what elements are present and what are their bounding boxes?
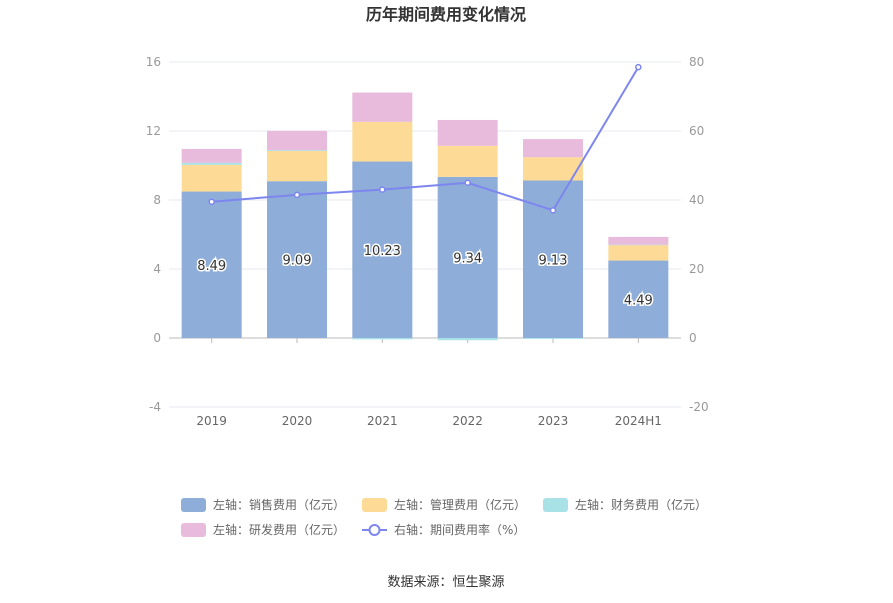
bar-segment [181, 164, 242, 192]
bar-value-label: 9.09 [283, 254, 312, 269]
x-tick-label: 2022 [452, 414, 483, 428]
bar-segment [352, 121, 413, 162]
data-labels: 8.49 9.09 10.23 9.34 9.13 4.49 [196, 242, 655, 310]
bar-value-label: 10.23 [364, 244, 401, 259]
y-left-tick-label: 12 [146, 124, 161, 138]
x-tick-label: 2020 [282, 414, 313, 428]
y-left-tick-label: 4 [153, 262, 161, 276]
bar-segment [181, 162, 242, 165]
legend-label: 右轴：期间费用率（%） [394, 522, 525, 537]
bar-segment [437, 119, 498, 146]
bar-segment [437, 338, 498, 341]
chart-title: 历年期间费用变化情况 [366, 5, 526, 24]
legend-label: 左轴：研发费用（亿元） [213, 522, 345, 537]
bar-segment [608, 245, 669, 261]
y-left-tick-label: 8 [153, 193, 161, 207]
bar-segment [181, 148, 242, 163]
y-right-tick-label: 0 [689, 331, 697, 345]
y-left-tick-label: -4 [149, 400, 161, 414]
rate-point [208, 198, 215, 205]
bar-segment [267, 130, 327, 151]
y-right-tick-label: -20 [689, 400, 709, 414]
bar-segment [608, 260, 669, 338]
rate-point [293, 191, 301, 199]
bar-segment [608, 236, 669, 245]
bar-segment [352, 338, 413, 340]
bar-series [181, 92, 669, 341]
rate-point [549, 207, 557, 214]
bar-segment [523, 139, 583, 158]
y-right-tick-label: 80 [689, 55, 704, 69]
legend-swatch [362, 498, 387, 512]
rate-point [635, 63, 642, 71]
rate-point [379, 186, 386, 193]
y-right-tick-label: 60 [689, 124, 704, 138]
legend-swatch [181, 523, 206, 537]
legend-label: 左轴：财务费用（亿元） [575, 497, 707, 512]
x-tick-label: 2021 [367, 414, 398, 428]
bar-value-label: 9.13 [539, 253, 568, 268]
line-series [208, 63, 642, 214]
y-left-tick-label: 0 [153, 331, 161, 345]
y-right-tick-label: 40 [689, 193, 704, 207]
bar-segment [267, 150, 327, 152]
bar-segment [608, 244, 669, 246]
bar-segment [267, 151, 327, 182]
grid-lines [169, 61, 681, 408]
axes: -4 0 4 8 12 16 -20 0 20 40 60 80 2019 2020 2021 2022 202… [146, 55, 709, 428]
rate-point [464, 179, 471, 186]
bar-segment [267, 181, 327, 338]
legend-label: 左轴：销售费用（亿元） [213, 497, 345, 512]
legend-label: 左轴：管理费用（亿元） [394, 497, 526, 512]
source-note: 数据来源：恒生聚源 [387, 575, 504, 590]
x-tick-label: 2024H1 [615, 414, 662, 428]
x-tick-label: 2019 [196, 414, 227, 428]
bar-value-label: 4.49 [624, 293, 653, 308]
bar-segment [523, 157, 583, 181]
bar-value-label: 8.49 [197, 259, 226, 274]
y-right-tick-label: 20 [689, 262, 704, 276]
y-left-tick-label: 16 [146, 55, 161, 69]
bar-segment [352, 92, 413, 122]
bar-segment [437, 145, 498, 177]
rate-line [211, 66, 640, 212]
bar-value-label: 9.34 [453, 251, 482, 266]
legend-marker [368, 524, 381, 536]
bar-segment [523, 180, 583, 338]
legend-swatch [543, 498, 568, 512]
legend-swatch [181, 498, 206, 512]
bar-segment [437, 176, 498, 338]
bar-segment [523, 338, 583, 339]
legend: 左轴：销售费用（亿元） 左轴：管理费用（亿元） 左轴：财务费用（亿元） 左轴：研发费用… [181, 497, 707, 537]
x-tick-label: 2023 [538, 414, 569, 428]
bar-segment [181, 191, 242, 338]
